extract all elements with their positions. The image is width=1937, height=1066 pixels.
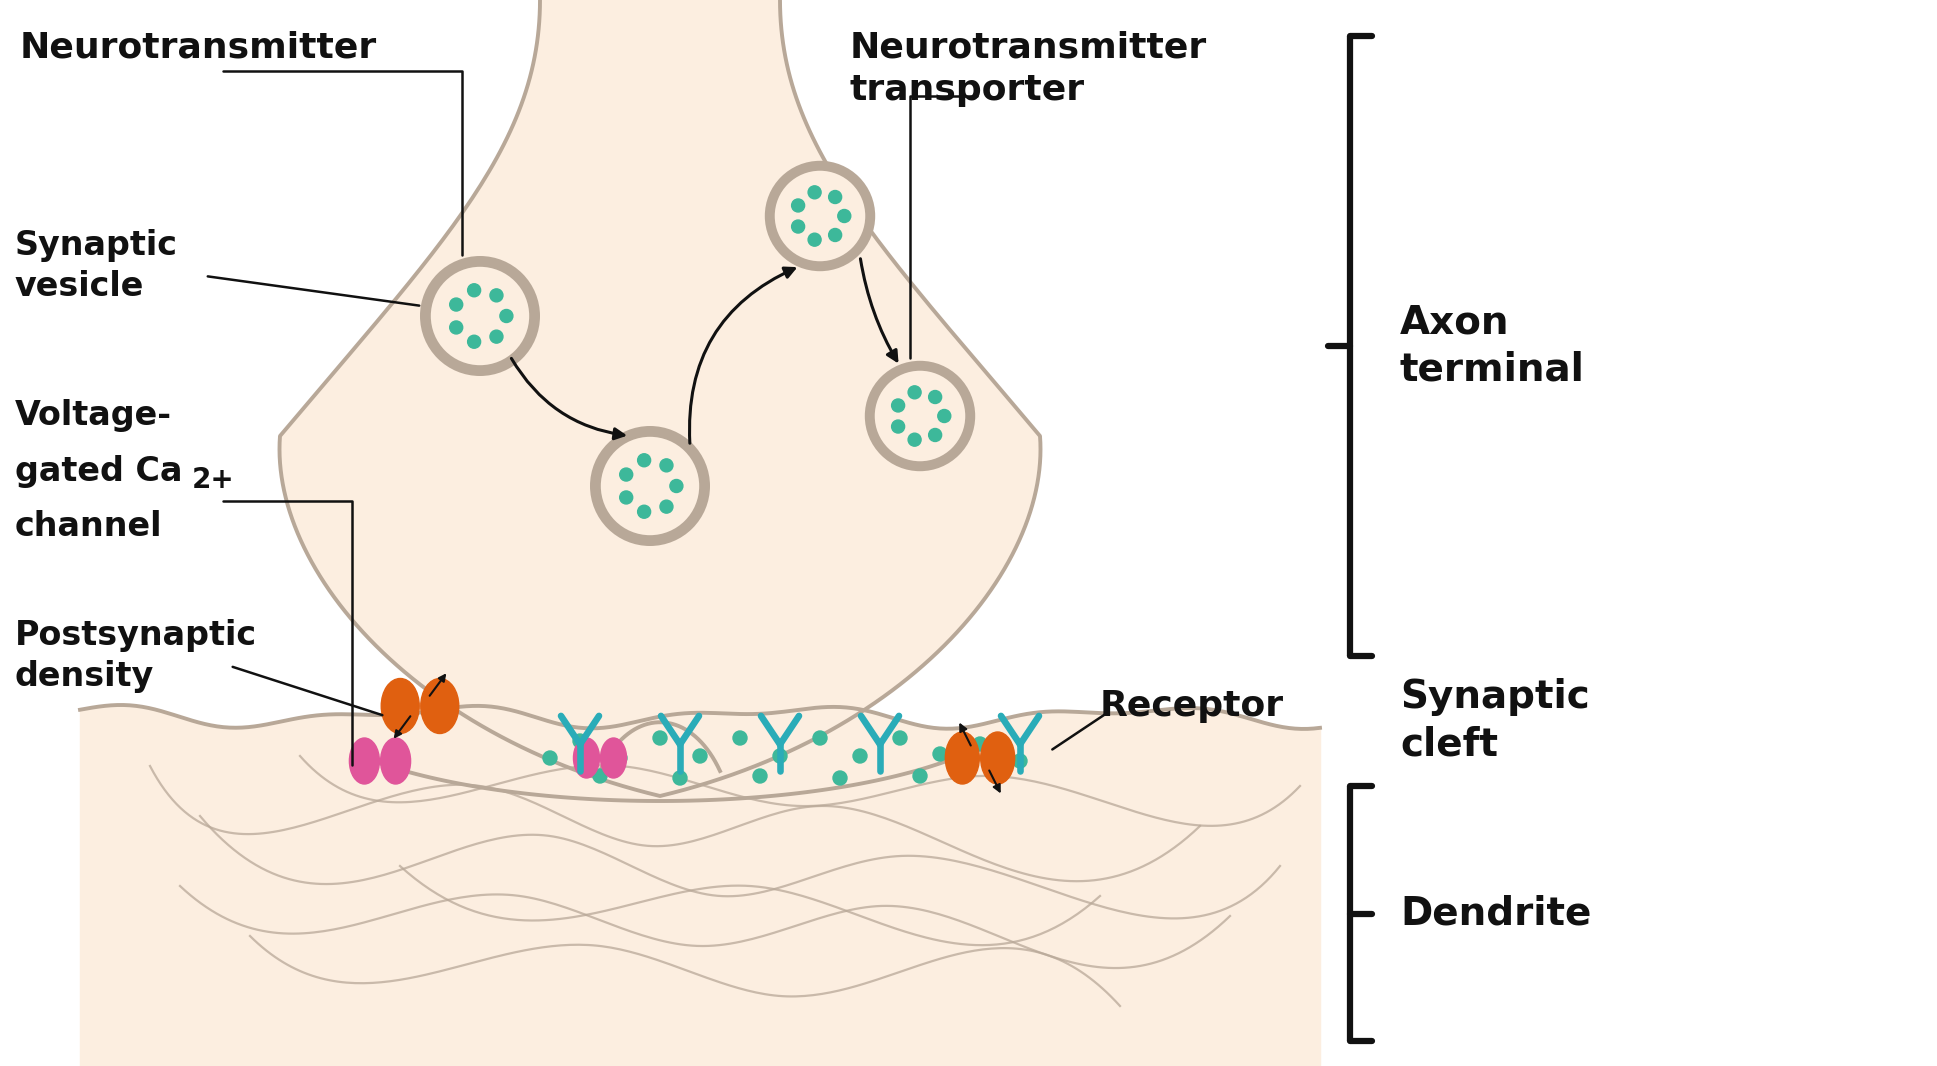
Circle shape (542, 752, 558, 765)
Circle shape (490, 289, 504, 302)
Circle shape (808, 185, 821, 199)
Circle shape (612, 752, 628, 765)
Text: Neurotransmitter
transporter: Neurotransmitter transporter (850, 31, 1207, 107)
Circle shape (600, 437, 699, 535)
Circle shape (908, 433, 922, 447)
Circle shape (467, 335, 480, 349)
Circle shape (852, 749, 868, 763)
Ellipse shape (945, 732, 980, 784)
Ellipse shape (420, 678, 459, 733)
Circle shape (792, 199, 804, 212)
Circle shape (637, 505, 651, 518)
Circle shape (938, 409, 951, 422)
Text: Synaptic
vesicle: Synaptic vesicle (15, 229, 178, 303)
Circle shape (765, 161, 876, 271)
Circle shape (620, 491, 633, 504)
Circle shape (839, 210, 850, 223)
Circle shape (661, 500, 672, 513)
Ellipse shape (573, 738, 599, 778)
Circle shape (972, 737, 988, 752)
Circle shape (934, 747, 947, 761)
Circle shape (467, 284, 480, 296)
Text: Receptor: Receptor (1100, 689, 1284, 723)
Circle shape (1013, 754, 1027, 768)
Circle shape (829, 191, 843, 204)
Circle shape (500, 309, 513, 323)
Circle shape (420, 256, 540, 376)
Circle shape (637, 454, 651, 467)
Circle shape (732, 731, 748, 745)
Circle shape (672, 771, 688, 785)
Text: channel: channel (15, 510, 163, 543)
Circle shape (908, 386, 922, 399)
Text: Voltage-: Voltage- (15, 400, 172, 433)
Circle shape (829, 228, 843, 242)
Circle shape (893, 731, 907, 745)
Circle shape (670, 480, 684, 492)
Circle shape (593, 769, 606, 784)
Circle shape (573, 734, 587, 748)
Text: gated Ca: gated Ca (15, 454, 182, 487)
Circle shape (891, 420, 905, 433)
Circle shape (773, 749, 786, 763)
Circle shape (864, 360, 974, 471)
Text: Axon
terminal: Axon terminal (1400, 304, 1584, 388)
Circle shape (814, 731, 827, 745)
Circle shape (653, 731, 666, 745)
Circle shape (912, 769, 928, 784)
Circle shape (891, 399, 905, 411)
Circle shape (876, 371, 965, 462)
Circle shape (449, 298, 463, 311)
Circle shape (430, 266, 529, 366)
Circle shape (775, 171, 866, 261)
Circle shape (693, 749, 707, 763)
Ellipse shape (382, 678, 418, 733)
Circle shape (928, 390, 941, 404)
Ellipse shape (980, 732, 1015, 784)
Ellipse shape (600, 738, 626, 778)
Circle shape (449, 321, 463, 334)
Text: Neurotransmitter: Neurotransmitter (19, 31, 378, 65)
Circle shape (753, 769, 767, 784)
Text: Postsynaptic
density: Postsynaptic density (15, 619, 258, 693)
Text: 2+: 2+ (192, 466, 234, 494)
Circle shape (620, 468, 633, 481)
Circle shape (490, 330, 504, 343)
Text: Synaptic
cleft: Synaptic cleft (1400, 678, 1590, 763)
Circle shape (661, 458, 672, 472)
Circle shape (792, 220, 804, 233)
Text: Dendrite: Dendrite (1400, 894, 1592, 933)
Ellipse shape (349, 738, 380, 784)
Polygon shape (279, 0, 1040, 796)
Circle shape (833, 771, 846, 785)
Circle shape (591, 426, 711, 546)
Circle shape (928, 429, 941, 441)
Ellipse shape (380, 738, 411, 784)
Circle shape (808, 233, 821, 246)
